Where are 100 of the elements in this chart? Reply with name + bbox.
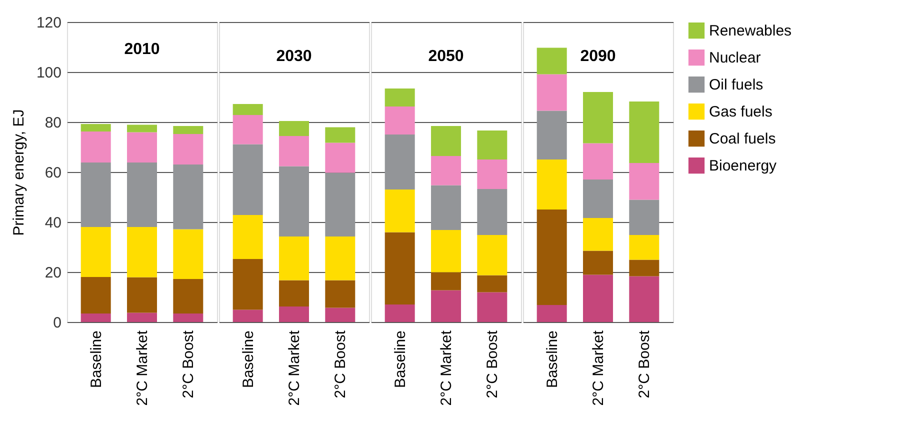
bar (279, 236, 309, 280)
x-tick-label: Baseline (88, 330, 105, 388)
bar (127, 124, 157, 132)
bar (384, 190, 415, 232)
legend-label: Oil fuels (709, 76, 764, 94)
bar (477, 235, 508, 276)
bar (629, 276, 660, 322)
y-tick-label: 100 (36, 64, 62, 82)
bar (325, 127, 356, 143)
bar (583, 143, 613, 180)
legend-label: Gas fuels (709, 104, 772, 120)
bar (431, 126, 461, 156)
text: 2050 (428, 48, 464, 65)
bar (173, 279, 204, 314)
x-tick-label: Baseline (240, 330, 257, 388)
bar (279, 280, 309, 306)
bar (384, 232, 415, 304)
text: 2090 (580, 48, 616, 65)
bar (536, 160, 567, 210)
bar (80, 277, 111, 314)
bar (127, 227, 157, 278)
bar (536, 48, 567, 74)
x-tick-label: 2°C Market (286, 330, 303, 406)
bar (431, 185, 461, 230)
bar (80, 162, 111, 227)
x-tick-label: 2°C Market (438, 330, 455, 406)
bar (629, 200, 660, 235)
bar (325, 142, 356, 173)
bar (477, 275, 508, 292)
y-tick-label: 0 (53, 314, 62, 332)
bar (232, 259, 263, 310)
bar (536, 305, 567, 322)
bar (583, 92, 613, 144)
bar (431, 272, 461, 290)
bar (127, 132, 157, 162)
bar (279, 136, 309, 166)
bar (384, 106, 415, 134)
y-tick-label: 60 (44, 164, 62, 182)
bar (536, 74, 567, 111)
bar (629, 102, 660, 163)
x-tick-label: 2°C Boost (636, 330, 654, 398)
bar (80, 132, 111, 162)
bar (80, 227, 111, 277)
bar (583, 180, 613, 218)
bar (80, 314, 111, 322)
y-tick-label: 40 (44, 214, 62, 232)
legend-label: Coal fuels (709, 130, 776, 148)
bar (431, 230, 461, 272)
bar (127, 312, 157, 322)
text: 2030 (276, 48, 312, 65)
bar (583, 250, 613, 275)
bar (536, 210, 567, 305)
bar (173, 134, 204, 164)
bar (629, 163, 660, 200)
bar (325, 308, 356, 322)
bar (232, 144, 263, 215)
bar (583, 274, 613, 322)
bar (127, 162, 157, 227)
bar (173, 164, 204, 230)
bar (279, 121, 309, 136)
bar (127, 277, 157, 313)
bar (232, 104, 263, 115)
x-tick-label: Baseline (392, 330, 409, 388)
bar (279, 306, 309, 322)
x-tick-label: 2°C Boost (332, 330, 350, 398)
bar (477, 130, 508, 160)
bar (477, 292, 508, 322)
legend-label: Renewables (709, 22, 792, 40)
bar (384, 304, 415, 322)
x-tick-label: 2°C Market (134, 330, 151, 406)
bar (536, 110, 567, 160)
y-tick-label: 120 (36, 14, 62, 32)
bar (431, 156, 461, 186)
bar (173, 229, 204, 279)
bar (80, 124, 111, 132)
x-tick-label: 2°C Market (590, 330, 607, 406)
bar (232, 310, 263, 322)
bar (173, 314, 204, 322)
y-tick-label: 80 (44, 114, 62, 132)
bar (431, 290, 461, 322)
bar (325, 236, 356, 280)
y-tick-label: 20 (44, 264, 62, 282)
bar (173, 126, 204, 134)
bar (477, 160, 508, 189)
x-tick-label: 2°C Boost (484, 330, 502, 398)
legend-label: Bioenergy (709, 158, 778, 174)
bar (583, 218, 613, 251)
bar (477, 189, 508, 235)
bar (629, 235, 660, 260)
bar (384, 88, 415, 106)
x-tick-label: Baseline (544, 330, 561, 388)
x-tick-label: 2°C Boost (180, 330, 198, 398)
bar (232, 215, 263, 259)
y-axis-title: Primary energy, EJ (10, 109, 28, 236)
bar (629, 260, 660, 276)
text: 2010 (124, 41, 160, 58)
bar (384, 134, 415, 190)
bar (325, 172, 356, 236)
bar (325, 280, 356, 308)
bar (232, 115, 263, 144)
